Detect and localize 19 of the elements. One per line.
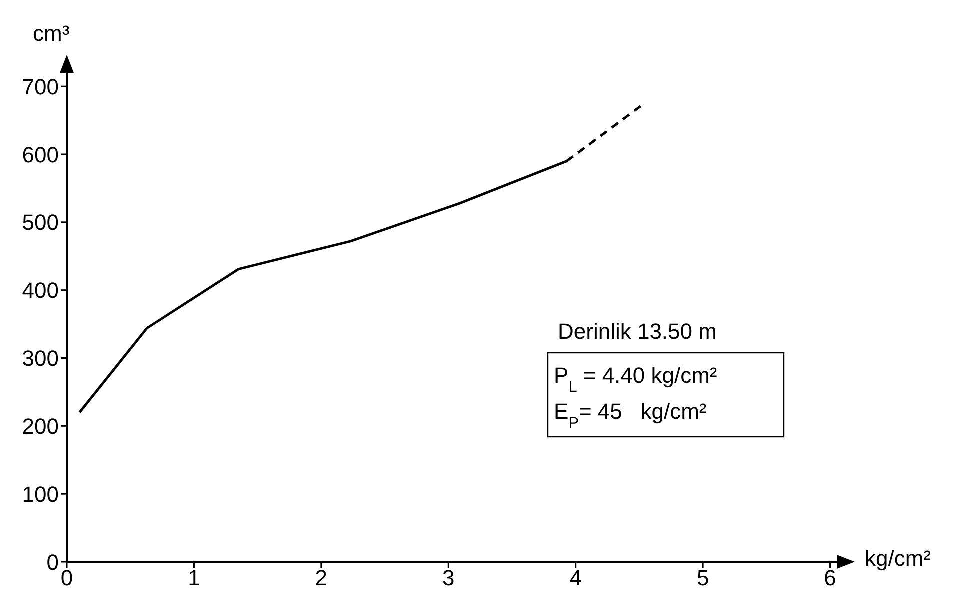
- annotation: E$_{P}$= 45 kg/cm²: [554, 399, 707, 432]
- y-axis-title: cm³: [33, 21, 70, 46]
- y-tick-label: 700: [22, 74, 59, 100]
- annotation: P$_{L}$ = 4.40 kg/cm²: [554, 363, 718, 396]
- y-tick-label: 200: [22, 414, 59, 439]
- y-tick-label: 500: [22, 210, 59, 236]
- y-tick-label: 400: [22, 278, 59, 304]
- y-tick-label: 300: [22, 346, 59, 372]
- x-tick-label: 5: [696, 566, 710, 591]
- x-axis-title: kg/cm²: [865, 546, 931, 571]
- x-tick-label: 2: [315, 566, 328, 591]
- x-tick-label: 3: [442, 566, 455, 591]
- annotation: Derinlik 13.50 m: [558, 319, 717, 344]
- x-tick-label: 1: [188, 566, 200, 591]
- y-tick-label: 0: [46, 550, 59, 575]
- y-tick-label: 600: [22, 142, 59, 168]
- y-tick-label: 100: [22, 482, 59, 507]
- x-tick-label: 4: [570, 566, 582, 591]
- x-tick-label: 6: [824, 566, 836, 591]
